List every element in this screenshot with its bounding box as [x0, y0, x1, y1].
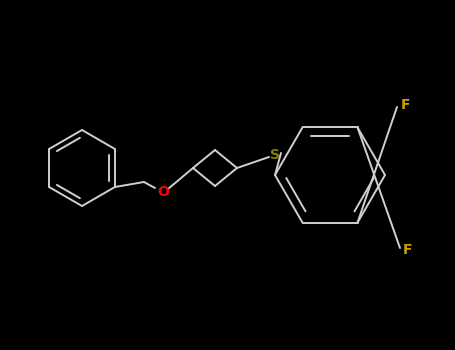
Text: O: O	[157, 185, 169, 199]
Text: S: S	[270, 148, 280, 162]
Text: F: F	[400, 98, 410, 112]
Text: F: F	[403, 243, 413, 257]
